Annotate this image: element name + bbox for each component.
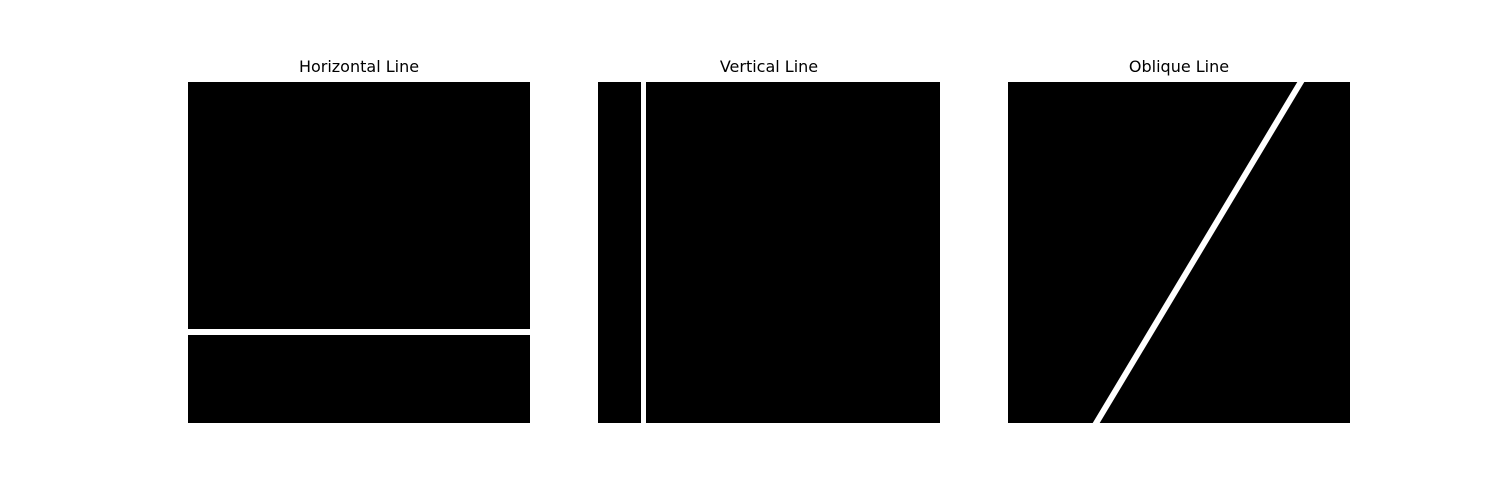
panel-title-horizontal: Horizontal Line: [188, 57, 530, 77]
oblique-line-image: [1008, 82, 1350, 423]
image-background: [598, 82, 940, 423]
image-background: [1008, 82, 1350, 423]
horizontal-line-image: [188, 82, 530, 423]
panel-title-vertical: Vertical Line: [598, 57, 940, 77]
image-background: [188, 82, 530, 423]
vertical-line-image: [598, 82, 940, 423]
vertical-line: [641, 82, 646, 423]
horizontal-line: [188, 329, 530, 335]
panel-title-oblique: Oblique Line: [1008, 57, 1350, 77]
